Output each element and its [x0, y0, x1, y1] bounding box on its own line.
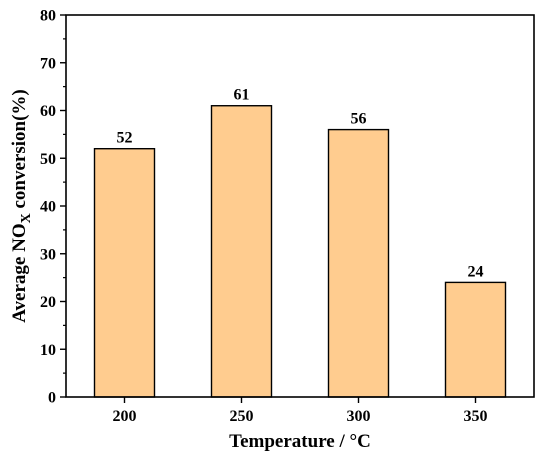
- x-tick-label-250: 250: [230, 408, 254, 425]
- plot-area-frame: [65, 14, 535, 398]
- x-axis-ticks-group: 200 250 300 350: [113, 397, 488, 425]
- y-tick-label-40: 40: [40, 199, 56, 216]
- bar-200: [93, 147, 156, 398]
- y-tick-label-30: 30: [40, 246, 56, 263]
- y-tick-label-0: 0: [48, 390, 56, 407]
- x-tick-label-200: 200: [113, 408, 137, 425]
- x-axis-title: Temperature / °C: [229, 431, 371, 452]
- data-label-300: 56: [351, 111, 367, 128]
- y-axis-title: Average NOX conversion(%): [9, 89, 34, 323]
- y-axis-title-prefix: Average NO: [9, 223, 30, 322]
- data-label-200: 52: [117, 130, 133, 147]
- y-tick-label-10: 10: [40, 342, 56, 359]
- data-label-350: 24: [468, 263, 484, 280]
- y-axis-title-suffix: conversion(%): [9, 89, 30, 213]
- bar-250: [210, 105, 273, 398]
- y-tick-label-80: 80: [40, 8, 56, 25]
- y-tick-label-50: 50: [40, 151, 56, 168]
- bar-data-labels-group: 52 61 56 24: [117, 87, 484, 281]
- bar-300: [327, 128, 390, 398]
- x-tick-label-350: 350: [464, 408, 488, 425]
- x-tick-label-300: 300: [347, 408, 371, 425]
- y-tick-label-20: 20: [40, 294, 56, 311]
- y-axis-ticks-group: 0 10 20 30 40 50 60 70 80: [40, 8, 66, 407]
- bar-350: [444, 281, 507, 398]
- bars-group: [93, 105, 507, 398]
- y-axis-title-subscript: X: [19, 213, 34, 223]
- y-tick-label-70: 70: [40, 55, 56, 72]
- y-tick-label-60: 60: [40, 103, 56, 120]
- data-label-250: 61: [234, 87, 250, 104]
